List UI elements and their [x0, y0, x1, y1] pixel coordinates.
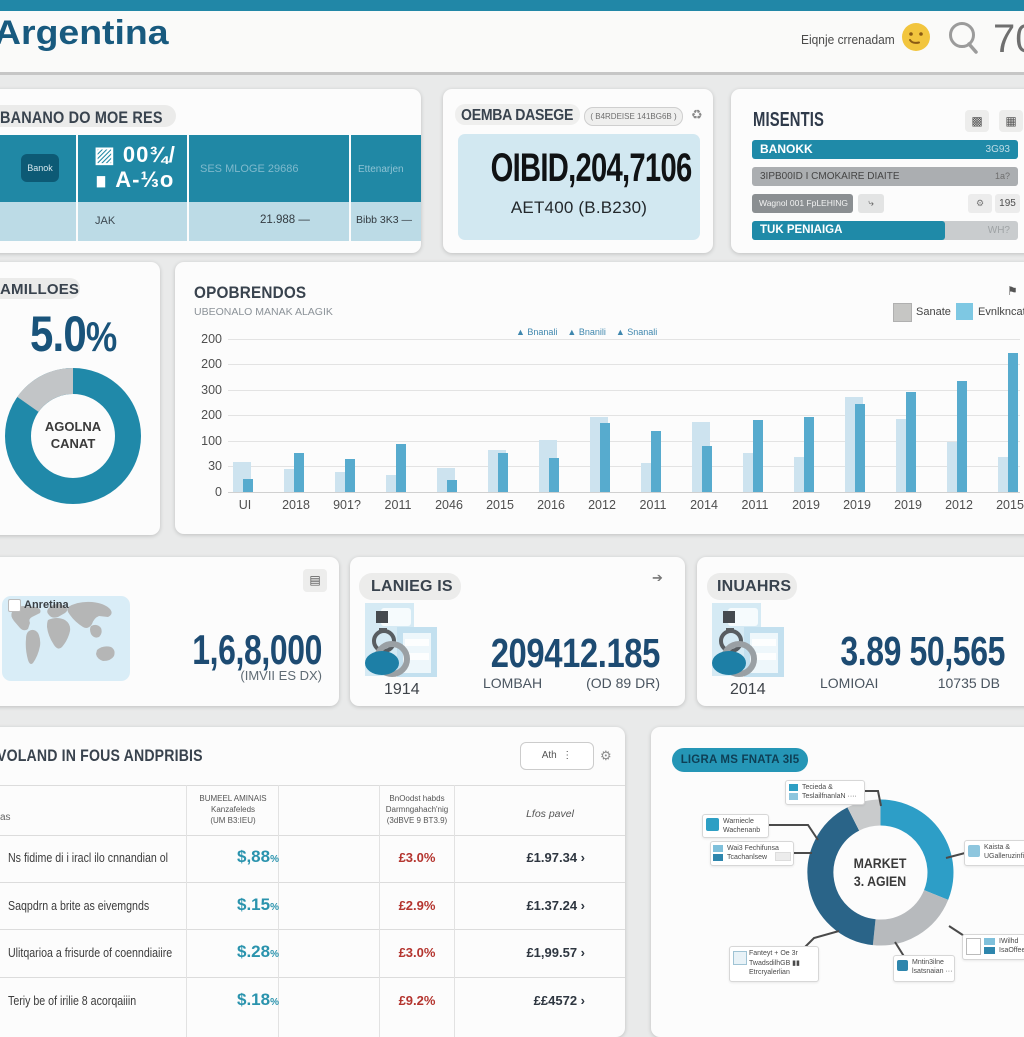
svg-text:AGOLNA: AGOLNA [45, 419, 102, 434]
svg-text:CANAT: CANAT [51, 436, 96, 451]
